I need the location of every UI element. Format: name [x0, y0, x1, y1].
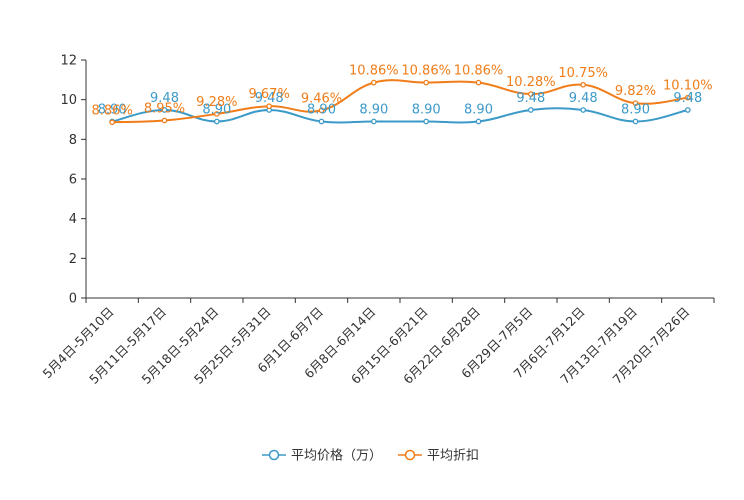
data-label: 9.48 [516, 91, 545, 106]
data-point[interactable] [370, 118, 377, 125]
data-point[interactable] [161, 107, 168, 113]
data-point[interactable] [213, 111, 220, 117]
data-point[interactable] [684, 94, 691, 101]
y-tick-label: 4 [69, 212, 77, 227]
data-label: 8.90 [621, 102, 650, 117]
data-point[interactable] [632, 118, 639, 125]
data-label: 10.86% [349, 64, 399, 79]
y-tick-label: 8 [69, 133, 77, 148]
data-label: 9.48 [673, 91, 702, 106]
y-tick-label: 6 [69, 173, 77, 188]
data-label: 8.86% [92, 103, 133, 118]
data-label: 9.46% [301, 91, 342, 106]
legend[interactable]: 平均价格（万） 平均折扣 [262, 448, 479, 464]
data-point[interactable] [684, 107, 691, 113]
data-label: 9.48 [150, 91, 179, 106]
y-tick-label: 2 [69, 252, 77, 267]
y-tick-label: 12 [60, 54, 77, 69]
y-tick-label: 10 [60, 93, 77, 108]
data-point[interactable] [318, 107, 325, 114]
data-label: 9.48 [569, 91, 598, 106]
series-layer [109, 79, 691, 126]
data-label: 9.82% [615, 84, 656, 99]
data-point[interactable] [370, 79, 377, 86]
data-label: 8.90 [412, 102, 441, 117]
series-line-1 [111, 107, 689, 124]
data-label: 8.90 [98, 102, 127, 117]
data-point[interactable] [527, 107, 534, 113]
data-point[interactable] [318, 118, 325, 125]
data-point[interactable] [475, 79, 482, 86]
data-point[interactable] [423, 79, 430, 86]
data-point[interactable] [580, 81, 587, 88]
legend-item-2[interactable]: 平均折扣 [398, 449, 479, 464]
legend-marker-icon [404, 449, 416, 461]
data-label: 8.90 [202, 102, 231, 117]
data-point[interactable] [213, 118, 220, 125]
series-line-2 [112, 79, 688, 124]
data-label: 10.75% [558, 66, 608, 81]
data-label: 8.90 [307, 102, 336, 117]
y-tick-label: 0 [69, 292, 77, 307]
data-label: 10.86% [401, 64, 451, 79]
data-point[interactable] [632, 100, 639, 107]
data-label: 9.67% [249, 87, 290, 102]
data-label: 8.90 [359, 102, 388, 117]
data-point[interactable] [266, 103, 273, 110]
data-point[interactable] [527, 91, 534, 97]
data-label: 10.86% [454, 64, 504, 79]
data-point[interactable] [109, 119, 116, 126]
data-point[interactable] [580, 107, 587, 113]
data-point[interactable] [161, 117, 168, 124]
legend-label: 平均价格（万） [291, 448, 382, 464]
legend-item-1[interactable]: 平均价格（万） [262, 448, 382, 464]
data-label: 9.48 [255, 91, 284, 106]
data-label: 9.28% [196, 95, 237, 110]
data-label: 8.90 [464, 102, 493, 117]
data-labels: 8.90 9.48 8.90 9.48 8.90 8.90 8.90 8.90 9.48 9.48… [92, 64, 713, 119]
data-label: 10.28% [506, 75, 556, 90]
data-label: 10.10% [663, 79, 713, 94]
legend-label: 平均折扣 [427, 449, 479, 464]
data-point[interactable] [423, 118, 430, 125]
data-label: 8.95% [144, 101, 185, 116]
legend-marker-icon [268, 449, 280, 461]
data-point[interactable] [475, 118, 482, 125]
